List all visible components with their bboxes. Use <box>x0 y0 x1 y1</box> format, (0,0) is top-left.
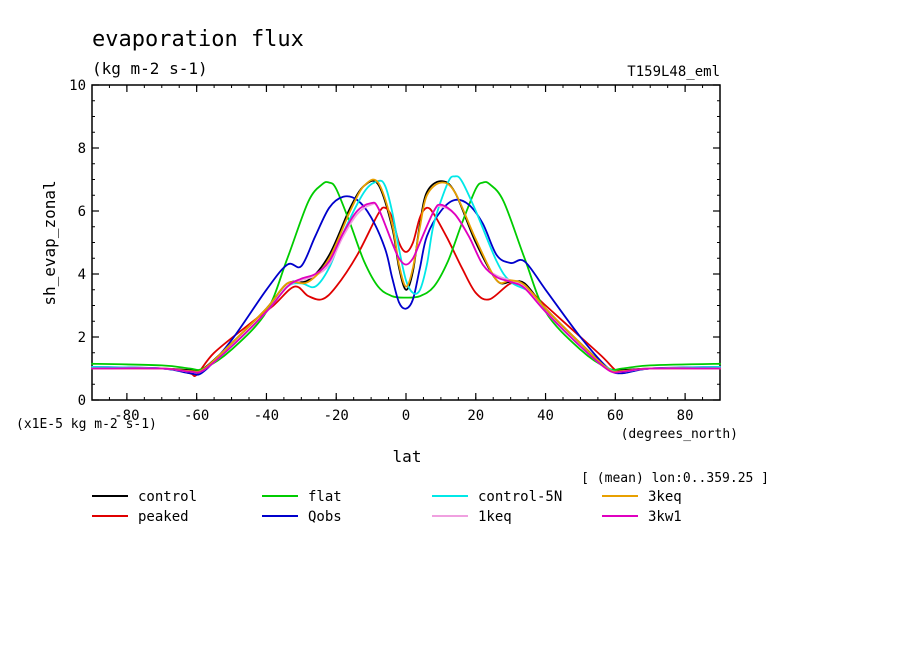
series-line-1keq <box>91 202 721 374</box>
y-tick-label: 8 <box>78 141 86 157</box>
y-tick-label: 2 <box>78 330 86 346</box>
series-line-qobs <box>91 195 721 376</box>
x-tick-label: 0 <box>402 408 410 424</box>
y-tick-label: 4 <box>78 267 86 283</box>
legend-label: Qobs <box>308 509 342 525</box>
series-line-3keq <box>91 178 721 373</box>
y-tick-label: 0 <box>78 393 86 409</box>
y-axis-label: sh_evap_zonal <box>40 180 59 305</box>
x-tick-label: 60 <box>607 408 624 424</box>
y-tick-label: 6 <box>78 204 86 220</box>
legend-label: control-5N <box>478 489 562 505</box>
x-units-label: (degrees_north) <box>621 427 738 442</box>
x-tick-label: -20 <box>324 408 349 424</box>
x-tick-label: -80 <box>114 408 139 424</box>
legend-label: peaked <box>138 509 189 525</box>
minor-ticks <box>91 84 721 401</box>
legend-label: 1keq <box>478 509 512 525</box>
x-tick-label: -60 <box>184 408 209 424</box>
plot-frame <box>91 84 721 401</box>
legend-label: 3keq <box>648 489 682 505</box>
series-line-3kw1 <box>91 201 721 374</box>
series-lines <box>91 175 721 378</box>
series-line-flat <box>91 181 721 371</box>
chart-subtitle: (kg m-2 s-1) <box>92 59 208 78</box>
series-line-control <box>91 179 721 372</box>
legend: control peaked flat Qobs control-5N 1keq 3keq 3… <box>92 489 682 525</box>
chart-title: evaporation flux <box>92 27 304 52</box>
legend-label: control <box>138 489 197 505</box>
experiment-label: T159L48_eml <box>627 64 720 80</box>
series-line-peaked <box>91 206 721 378</box>
tick-labels: -80 -60 -40 -20 0 20 40 60 80 0 2 4 6 8 10 <box>69 78 693 424</box>
x-tick-label: -40 <box>254 408 279 424</box>
legend-label: 3kw1 <box>648 509 682 525</box>
series-line-control-5n <box>91 175 721 374</box>
mean-note: [ (mean) lon:0..359.25 ] <box>581 471 769 486</box>
x-tick-label: 80 <box>677 408 694 424</box>
y-tick-label: 10 <box>69 78 86 94</box>
x-axis-label: lat <box>393 447 422 466</box>
major-ticks <box>92 84 720 401</box>
legend-label: flat <box>308 489 342 505</box>
y-scale-note: (x1E-5 kg m-2 s-1) <box>16 417 157 432</box>
x-tick-label: 20 <box>467 408 484 424</box>
x-tick-label: 40 <box>537 408 554 424</box>
